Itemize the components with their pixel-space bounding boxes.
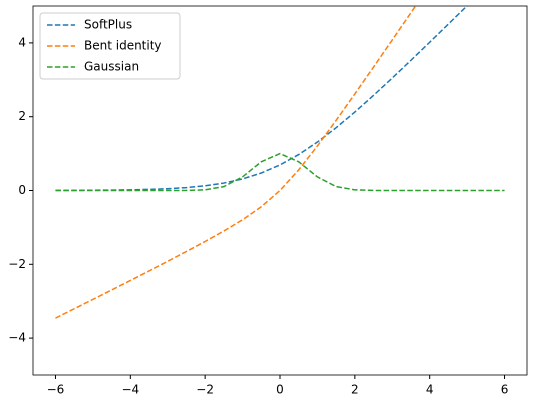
x-tick-label: 6: [501, 383, 509, 397]
legend-box: [39, 12, 181, 80]
series-line: [55, 6, 417, 319]
legend-label: Bent identity: [84, 39, 162, 53]
y-tick-label: −4: [8, 331, 26, 345]
x-tick-label: −6: [47, 383, 65, 397]
y-tick-label: 2: [18, 109, 26, 123]
x-tick-label: 2: [351, 383, 359, 397]
plot-area: [55, 6, 505, 319]
x-tick-label: −2: [196, 383, 214, 397]
legend-label: Gaussian: [84, 60, 139, 74]
x-tick-label: −4: [121, 383, 139, 397]
x-tick-label: 4: [426, 383, 434, 397]
y-tick-label: 0: [18, 183, 26, 197]
legend-label: SoftPlus: [84, 18, 132, 32]
y-tick-label: −2: [8, 257, 26, 271]
axes-frame: [32, 5, 528, 376]
y-tick-label: 4: [18, 35, 26, 49]
x-tick-label: 0: [276, 383, 284, 397]
series-line: [55, 152, 505, 192]
